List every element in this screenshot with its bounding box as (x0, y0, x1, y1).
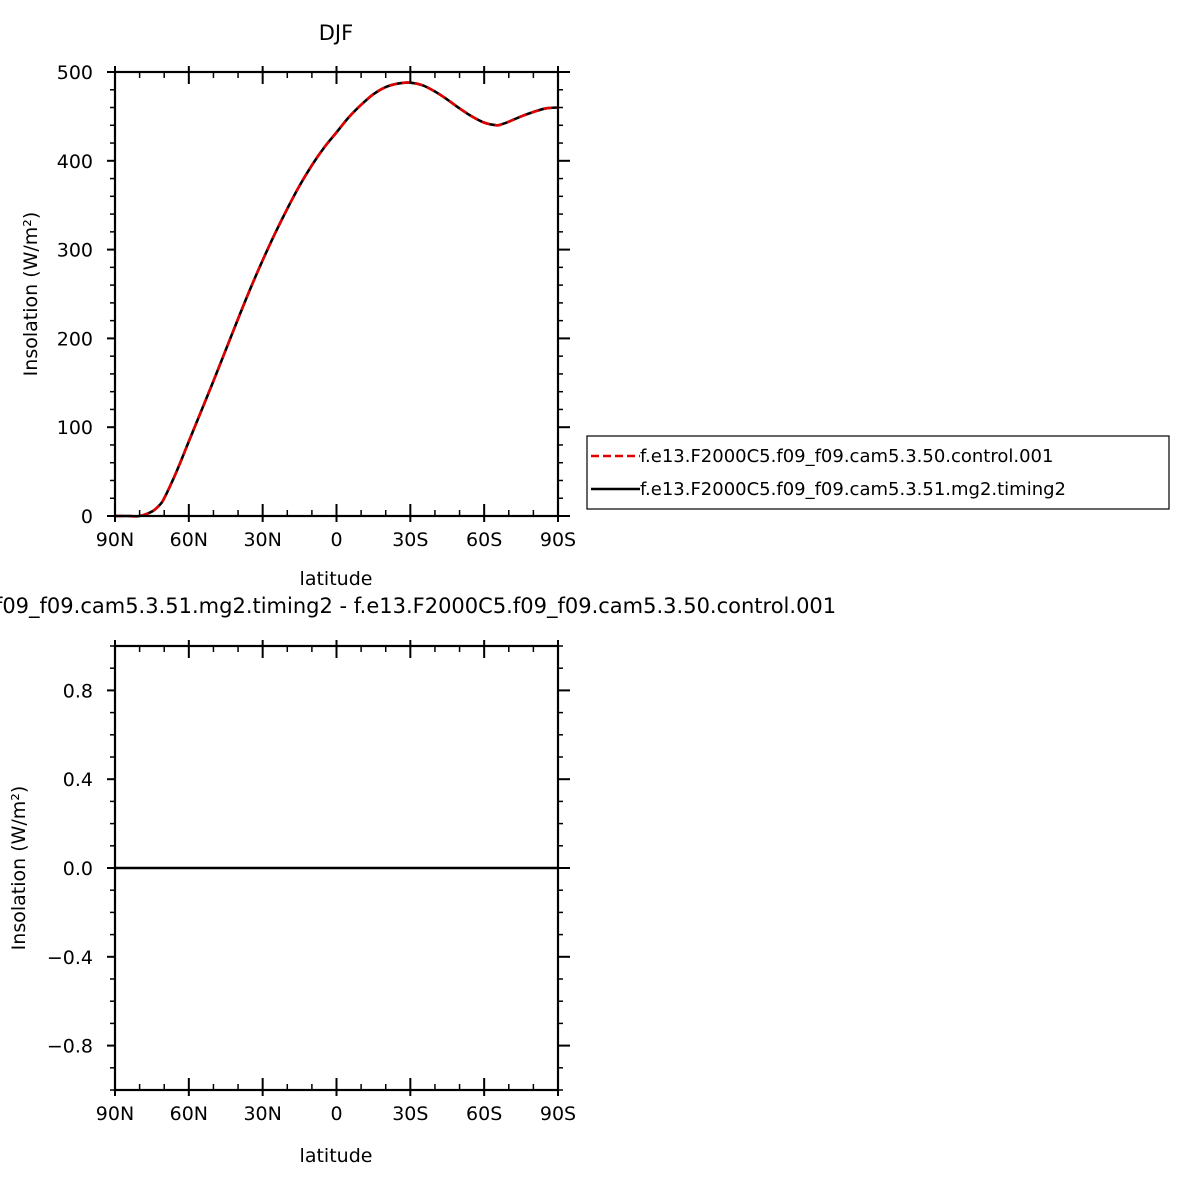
bottom-x-tick-label: 30N (243, 1103, 281, 1125)
bottom-y-tick-label: −0.4 (47, 947, 93, 969)
legend: f.e13.F2000C5.f09_f09.cam5.3.50.control.… (586, 435, 1170, 510)
top-ticks: 90N 60N 30N 0 30S 60S 90S 0 100 200 300 400 500 (57, 62, 576, 551)
top-x-tick-label: 90N (96, 529, 134, 551)
bottom-y-tick-label: −0.8 (47, 1036, 93, 1058)
bottom-x-axis-title: latitude (300, 1145, 373, 1167)
bottom-x-tick-label: 30S (392, 1103, 428, 1125)
top-series-group (114, 81, 559, 518)
top-x-tick-label: 30S (392, 529, 428, 551)
bottom-x-tick-label: 90S (540, 1103, 576, 1125)
top-y-tick-label: 400 (57, 151, 93, 173)
top-series-line-1 (114, 81, 559, 518)
top-y-tick-label: 200 (57, 328, 93, 350)
top-y-tick-label: 500 (57, 62, 93, 84)
bottom-x-tick-label: 90N (96, 1103, 134, 1125)
top-y-tick-label: 100 (57, 417, 93, 439)
bottom-x-tick-label: 60N (170, 1103, 208, 1125)
bottom-y-tick-label: 0.0 (63, 858, 93, 880)
bottom-y-tick-label: 0.8 (63, 680, 93, 702)
top-series-line-0 (114, 81, 559, 518)
top-y-axis-title: Insolation (W/m²) (20, 212, 42, 377)
bottom-panel: f.e13.F2000C5.f09_f09.cam5.3.51.mg2.timi… (0, 594, 836, 1167)
top-x-tick-label: 30N (243, 529, 281, 551)
top-panel: DJF 90N 60N 30N 0 30S 60S 90S0100200300400500 … (20, 21, 1170, 590)
legend-label-control: f.e13.F2000C5.f09_f09.cam5.3.50.control.… (640, 446, 1053, 467)
top-chart-title: DJF (319, 21, 353, 45)
bottom-y-tick-label: 0.4 (63, 769, 93, 791)
bottom-y-axis-title: Insolation (W/m²) (8, 786, 30, 951)
bottom-chart-title: f.e13.F2000C5.f09_f09.cam5.3.51.mg2.timi… (0, 594, 836, 619)
top-plot-frame (113, 70, 560, 518)
bottom-x-tick-label: 60S (466, 1103, 502, 1125)
bottom-x-tick-label: 0 (330, 1103, 342, 1125)
top-x-tick-label: 0 (330, 529, 342, 551)
legend-box (586, 435, 1170, 510)
top-y-tick-label: 300 (57, 240, 93, 262)
bottom-ticks: 90N 60N 30N 0 30S 60S 90S −0.8 −0.4 0.0 0.4 0.8 (47, 640, 576, 1125)
top-x-axis-title: latitude (300, 568, 373, 590)
bottom-plot-frame (113, 644, 560, 1092)
top-x-tick-label: 90S (540, 529, 576, 551)
top-x-tick-label: 60S (466, 529, 502, 551)
top-y-tick-label: 0 (81, 506, 93, 528)
legend-label-timing2: f.e13.F2000C5.f09_f09.cam5.3.51.mg2.timi… (640, 479, 1066, 500)
top-x-tick-label: 60N (170, 529, 208, 551)
